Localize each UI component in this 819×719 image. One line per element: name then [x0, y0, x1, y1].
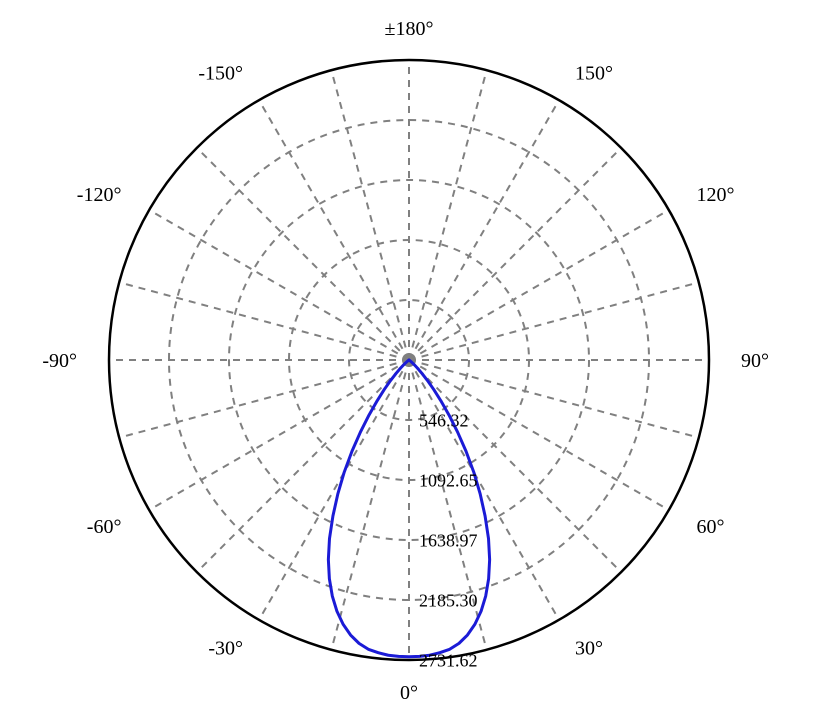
angle-label: 60°: [697, 516, 725, 538]
angle-label: 0°: [400, 682, 418, 704]
angle-label: 90°: [741, 350, 769, 372]
radial-label: 546.32: [419, 410, 469, 430]
radial-label: 2185.30: [419, 590, 478, 610]
angle-label: -60°: [87, 516, 122, 538]
angle-label: -150°: [198, 62, 243, 84]
angle-label: -30°: [208, 638, 243, 660]
radial-label: 2731.62: [419, 650, 478, 670]
angle-label: -90°: [42, 350, 77, 372]
angle-label: 150°: [575, 62, 613, 84]
angle-label: -120°: [77, 184, 122, 206]
radial-label: 1092.65: [419, 470, 478, 490]
radial-label: 1638.97: [419, 530, 478, 550]
angle-label: 30°: [575, 638, 603, 660]
angle-label: ±180°: [385, 18, 434, 40]
angle-label: 120°: [697, 184, 735, 206]
polar-chart: ±180° -150° -120° -90° -60° -30° 0° 30° 60° 90° 12…: [0, 0, 819, 719]
